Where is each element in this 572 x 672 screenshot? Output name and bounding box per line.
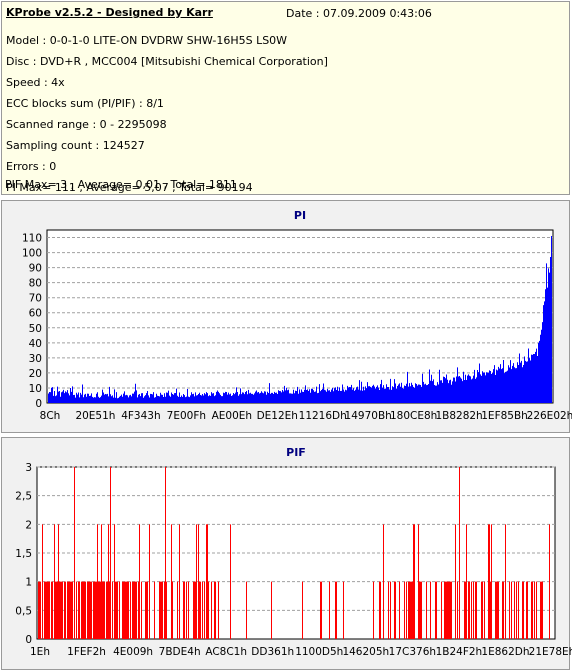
pi-ytick-label: 20 bbox=[29, 368, 42, 380]
pif-ytick-label: 0 bbox=[25, 634, 32, 646]
pi-xtick-label: 8Ch bbox=[40, 410, 61, 422]
pi-ytick-label: 30 bbox=[29, 353, 42, 365]
info-panel: KProbe v2.5.2 - Designed by Karr Date : … bbox=[1, 1, 570, 195]
pif-ytick-label: 2,5 bbox=[15, 491, 32, 503]
pi-xtick-label: DE12Eh bbox=[257, 410, 298, 422]
pi-xtick-label: 4F343h bbox=[121, 410, 160, 422]
pif-xtick-label: 1100D5h bbox=[295, 646, 343, 658]
pi-ytick-label: 90 bbox=[29, 263, 42, 275]
pi-xtick-label: 14970Bh bbox=[345, 410, 392, 422]
scan-date: Date : 07.09.2009 0:43:06 bbox=[286, 7, 432, 20]
pi-ytick-label: 10 bbox=[29, 383, 42, 395]
pi-xtick-label: 226E02h bbox=[527, 410, 572, 422]
pi-xtick-label: 20E51h bbox=[75, 410, 115, 422]
pif-xtick-label: 1FEF2h bbox=[67, 646, 106, 658]
pif-summary-line: PIF Max= 3 , Average= 0,01 , Total= 1811 bbox=[5, 178, 237, 191]
pif-chart-panel: PIF 0 0,5 1 1,5 2 2,5 3 1Eh 1FEF2h 4E009h 7BDE4h AC8… bbox=[1, 437, 572, 670]
pi-plot-area bbox=[46, 229, 554, 404]
range-line: Scanned range : 0 - 2295098 bbox=[6, 118, 167, 131]
pif-ytick-label: 3 bbox=[25, 462, 32, 474]
pi-chart-panel: PI 0 10 20 30 40 50 60 70 80 90 100 110 8Ch 20E51h 4F34… bbox=[1, 200, 572, 433]
pif-xtick-label: 1E862Dh bbox=[481, 646, 529, 658]
pi-ytick-label: 40 bbox=[29, 338, 42, 350]
errors-line: Errors : 0 bbox=[6, 160, 57, 173]
pi-ytick-label: 50 bbox=[29, 323, 42, 335]
pi-ytick-label: 100 bbox=[22, 248, 42, 260]
speed-line: Speed : 4x bbox=[6, 76, 65, 89]
pif-xtick-label: 21E78Eh bbox=[529, 646, 572, 658]
pif-xtick-label: 17C376h bbox=[389, 646, 436, 658]
pif-xtick-label: DD361h bbox=[251, 646, 294, 658]
pif-chart: PIF 0 0,5 1 1,5 2 2,5 3 1Eh 1FEF2h 4E009h 7BDE4h AC8… bbox=[15, 446, 572, 658]
pi-summary-line: PI Max= 111 , Average= 5,07 , Total= 901… bbox=[6, 181, 253, 194]
sampling-line: Sampling count : 124527 bbox=[6, 139, 145, 152]
disc-line: Disc : DVD+R , MCC004 [Mitsubishi Chemic… bbox=[6, 55, 328, 68]
pi-xtick-label: 1EF85Bh bbox=[481, 410, 528, 422]
ecc-line: ECC blocks sum (PI/PIF) : 8/1 bbox=[6, 97, 164, 110]
pi-xtick-label: 11216Dh bbox=[299, 410, 347, 422]
pi-ytick-label: 80 bbox=[29, 278, 42, 290]
pi-chart-title: PI bbox=[294, 209, 306, 222]
app-title: KProbe v2.5.2 - Designed by Karr bbox=[6, 6, 213, 19]
pif-xtick-label: 4E009h bbox=[113, 646, 153, 658]
pi-ytick-label: 110 bbox=[22, 233, 42, 245]
pi-ytick-label: 60 bbox=[29, 308, 42, 320]
model-line: Model : 0-0-1-0 LITE-ON DVDRW SHW-16H5S … bbox=[6, 34, 288, 47]
pif-chart-title: PIF bbox=[286, 446, 306, 459]
pif-ytick-label: 1 bbox=[25, 577, 32, 589]
pi-xtick-label: AE00Eh bbox=[212, 410, 252, 422]
pif-xtick-label: 1Eh bbox=[30, 646, 50, 658]
pif-ytick-label: 0,5 bbox=[15, 605, 32, 617]
pi-ytick-label: 70 bbox=[29, 293, 42, 305]
pif-series-bars bbox=[38, 467, 550, 639]
pif-xtick-label: AC8C1h bbox=[205, 646, 247, 658]
pif-xtick-label: 7BDE4h bbox=[159, 646, 201, 658]
pif-xtick-label: 146205h bbox=[342, 646, 389, 658]
pi-xtick-label: 180CE8h bbox=[390, 410, 437, 422]
pi-chart: PI 0 10 20 30 40 50 60 70 80 90 100 110 8Ch 20E51h 4F34… bbox=[22, 209, 572, 422]
pi-xtick-label: 7E00Fh bbox=[167, 410, 206, 422]
pif-xtick-label: 1B24F2h bbox=[436, 646, 483, 658]
pif-ytick-label: 2 bbox=[25, 519, 32, 531]
pi-xtick-label: 1B8282h bbox=[435, 410, 482, 422]
pi-ytick-label: 0 bbox=[35, 398, 42, 410]
pi-series-bars bbox=[48, 236, 552, 403]
pif-ytick-label: 1,5 bbox=[15, 548, 32, 560]
